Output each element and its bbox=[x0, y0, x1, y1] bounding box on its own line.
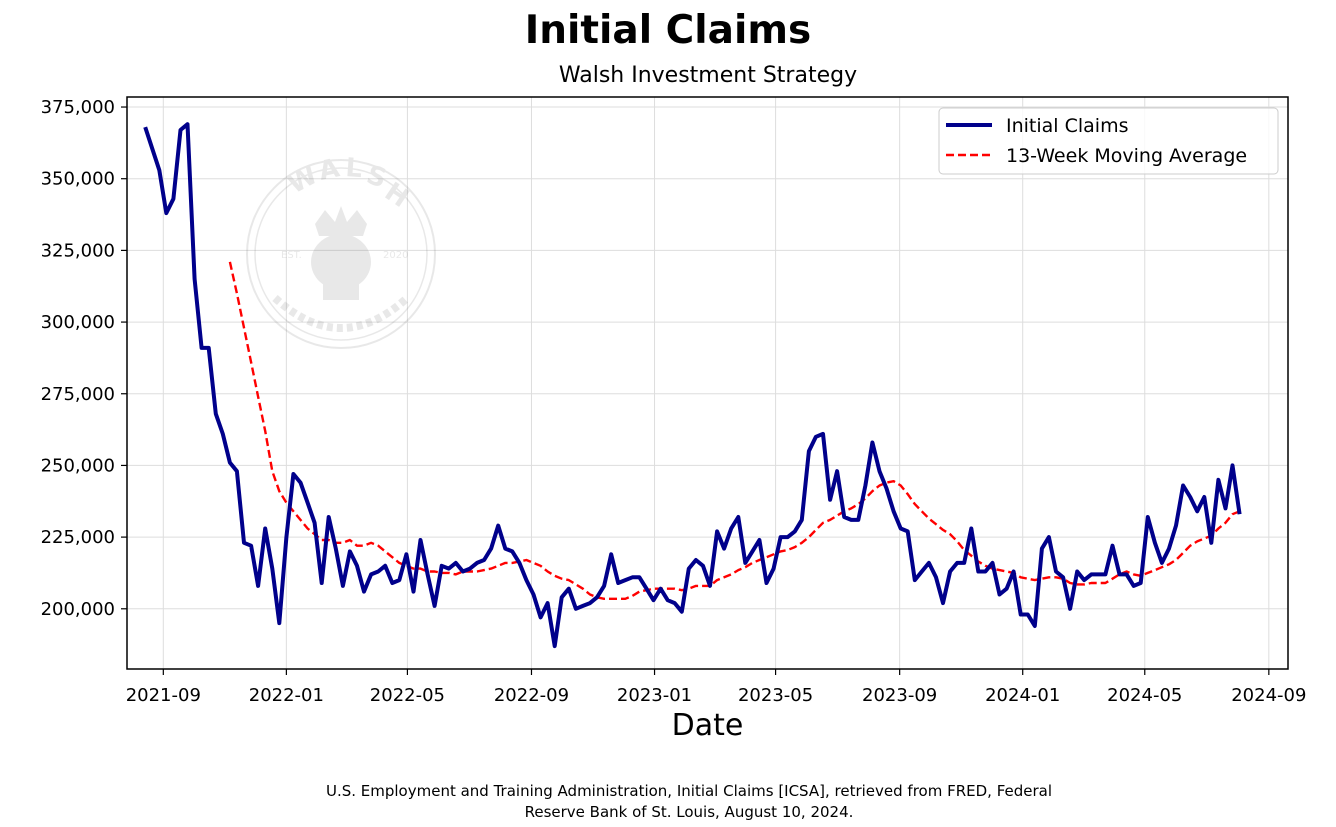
y-tick: 350,000 bbox=[41, 169, 127, 190]
x-tick-label: 2022-01 bbox=[249, 685, 324, 706]
y-tick-label: 325,000 bbox=[41, 240, 115, 261]
y-tick-label: 375,000 bbox=[41, 97, 115, 118]
x-axis: 2021-09 2022-01 2022-05 2022-09 2023-01 2023-… bbox=[126, 669, 1306, 706]
source-line-1: U.S. Employment and Training Administrat… bbox=[325, 782, 1053, 800]
y-tick: 300,000 bbox=[41, 312, 127, 333]
x-tick-label: 2024-09 bbox=[1231, 685, 1306, 706]
x-tick: 2022-09 bbox=[494, 669, 569, 706]
axes-frame bbox=[126, 96, 1289, 670]
y-tick-label: 225,000 bbox=[41, 527, 115, 548]
series-line-moving-average bbox=[228, 261, 1241, 600]
x-tick-label: 2023-01 bbox=[617, 685, 692, 706]
source-line-2: Reserve Bank of St. Louis, August 10, 20… bbox=[524, 803, 854, 821]
svg-text:W: W bbox=[283, 160, 322, 200]
x-tick: 2021-09 bbox=[126, 669, 201, 706]
y-tick-label: 350,000 bbox=[41, 169, 115, 190]
x-tick: 2022-05 bbox=[370, 669, 445, 706]
svg-text:S: S bbox=[363, 160, 390, 194]
x-tick-label: 2023-09 bbox=[862, 685, 937, 706]
source-footnote: U.S. Employment and Training Administrat… bbox=[0, 781, 1336, 823]
chart-title: Initial Claims bbox=[524, 8, 812, 53]
y-tick: 325,000 bbox=[41, 240, 127, 261]
svg-text:A: A bbox=[316, 153, 342, 187]
x-tick: 2024-09 bbox=[1231, 669, 1306, 706]
svg-text:L: L bbox=[345, 153, 364, 184]
x-tick-label: 2021-09 bbox=[126, 685, 201, 706]
legend: Initial Claims 13-Week Moving Average bbox=[938, 107, 1279, 175]
grid-lines bbox=[127, 97, 1288, 669]
y-tick: 200,000 bbox=[41, 599, 127, 620]
x-axis-label: Date bbox=[671, 708, 744, 743]
chart-subtitle: Walsh Investment Strategy bbox=[558, 63, 858, 88]
legend-box bbox=[938, 107, 1279, 175]
x-tick: 2022-01 bbox=[249, 669, 324, 706]
y-tick-label: 250,000 bbox=[41, 455, 115, 476]
legend-label-initial-claims: Initial Claims bbox=[1006, 115, 1129, 137]
y-axis: 200,000 225,000 250,000 275,000 300,000 325,0… bbox=[41, 97, 127, 620]
x-tick: 2023-05 bbox=[738, 669, 813, 706]
x-tick-label: 2024-05 bbox=[1107, 685, 1182, 706]
x-tick: 2024-05 bbox=[1107, 669, 1182, 706]
y-tick-label: 300,000 bbox=[41, 312, 115, 333]
y-tick-label: 200,000 bbox=[41, 599, 115, 620]
x-tick-label: 2024-01 bbox=[985, 685, 1060, 706]
y-tick: 375,000 bbox=[41, 97, 127, 118]
series-line-initial-claims bbox=[143, 122, 1242, 649]
series-layer bbox=[143, 122, 1242, 649]
x-tick: 2023-01 bbox=[617, 669, 692, 706]
svg-text:EST.: EST. bbox=[281, 250, 302, 261]
x-tick: 2024-01 bbox=[985, 669, 1060, 706]
x-tick-label: 2023-05 bbox=[738, 685, 813, 706]
legend-label-moving-average: 13-Week Moving Average bbox=[1006, 145, 1247, 167]
x-tick: 2023-09 bbox=[862, 669, 937, 706]
svg-text:2020: 2020 bbox=[383, 250, 408, 261]
x-tick-label: 2022-09 bbox=[494, 685, 569, 706]
y-tick: 225,000 bbox=[41, 527, 127, 548]
y-tick: 250,000 bbox=[41, 455, 127, 476]
y-tick: 275,000 bbox=[41, 384, 127, 405]
y-tick-label: 275,000 bbox=[41, 384, 115, 405]
x-tick-label: 2022-05 bbox=[370, 685, 445, 706]
